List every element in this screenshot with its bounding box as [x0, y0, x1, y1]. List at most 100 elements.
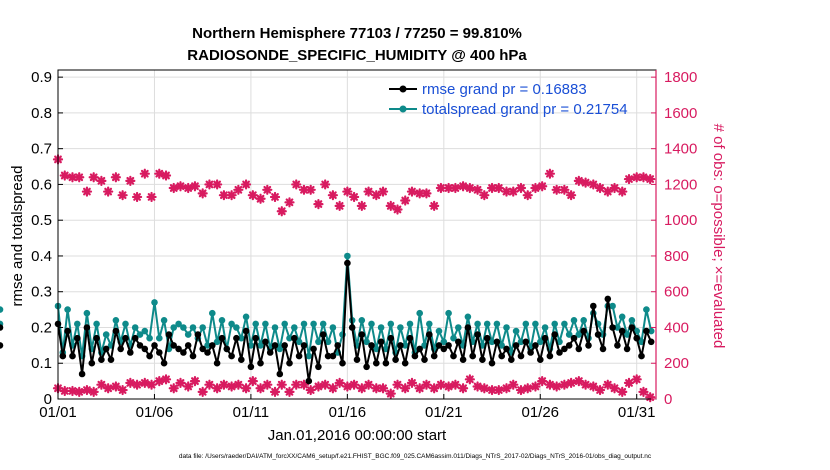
obs-possible-marker [588, 179, 599, 190]
obs-evaluated-marker [392, 379, 403, 390]
rmse-point [358, 331, 366, 338]
rmse-point [213, 359, 221, 367]
obs-possible-marker [385, 200, 396, 211]
x-tick-label: 01/01 [39, 404, 77, 421]
rmse-point [295, 352, 303, 360]
obs-evaluated-marker [103, 383, 114, 394]
obs-evaluated-marker [609, 383, 620, 394]
obs-evaluated-marker [175, 377, 186, 389]
y-right-tick-label: 1800 [664, 69, 697, 86]
obs-evaluated-marker [204, 379, 215, 390]
obs-possible-marker [400, 195, 411, 206]
totalspread-point [319, 320, 327, 328]
rmse-point [387, 334, 395, 342]
rmse-point [397, 342, 404, 349]
rmse-point [88, 359, 96, 367]
totalspread-point [209, 309, 216, 317]
rmse-point [363, 363, 370, 371]
totalspread-point [464, 313, 472, 321]
rmse-point [575, 345, 583, 353]
y-right-axis-label: # of obs: o=possible; ×=evaluated [710, 124, 727, 349]
obs-evaluated-marker [183, 381, 194, 392]
obs-possible-marker [363, 186, 374, 197]
rmse-point [565, 342, 573, 349]
obs-evaluated-marker [110, 381, 121, 392]
rmse-point [329, 352, 337, 360]
obs-possible-marker [508, 186, 519, 197]
totalspread-point [204, 342, 211, 349]
obs-possible-marker [154, 168, 165, 179]
obs-possible-marker [81, 186, 93, 197]
obs-possible-marker [450, 182, 461, 194]
totalspread-point [324, 338, 332, 346]
rmse-point [541, 334, 549, 342]
x-tick-label: 01/21 [425, 404, 463, 421]
obs-possible-marker [88, 172, 99, 183]
y-left-tick-label: 0.5 [31, 212, 52, 229]
obs-possible-marker [212, 179, 223, 190]
totalspread-point [503, 324, 510, 331]
totalspread-point [151, 299, 158, 306]
totalspread-point [517, 338, 525, 346]
rmse-point [266, 349, 274, 356]
rmse-point [339, 359, 346, 367]
rmse-point [257, 359, 264, 367]
y-left-tick-label: 0.8 [31, 105, 52, 122]
totalspread-point [450, 334, 457, 342]
obs-possible-marker [204, 179, 215, 190]
totalspread-point [614, 324, 621, 331]
obs-evaluated-marker [88, 386, 99, 397]
obs-possible-marker [74, 172, 85, 183]
obs-evaluated-marker [168, 383, 179, 394]
rmse-point [281, 342, 289, 349]
obs-evaluated-marker [96, 379, 107, 390]
obs-possible-marker [139, 168, 150, 179]
obs-possible-marker [631, 172, 642, 183]
obs-possible-marker [559, 184, 570, 195]
rmse-point [310, 345, 317, 353]
totalspread-point [74, 320, 81, 328]
obs-possible-marker [255, 193, 266, 204]
rmse-point [411, 352, 419, 360]
rmse-point [416, 345, 424, 353]
totalspread-point [281, 320, 289, 328]
obs-possible-marker [327, 190, 338, 201]
totalspread-point [305, 352, 313, 360]
obs-evaluated-marker [284, 386, 295, 397]
totalspread-point [199, 324, 206, 331]
totalspread-point [406, 320, 414, 328]
totalspread-point [276, 345, 284, 353]
x-tick-label: 01/06 [136, 404, 174, 421]
totalspread-point [300, 320, 308, 328]
rmse-point [117, 345, 124, 353]
rmse-point [551, 331, 558, 338]
rmse-point [455, 338, 462, 346]
rmse-point [127, 349, 134, 356]
rmse-point [170, 342, 177, 349]
rmse-point [0, 324, 4, 331]
rmse-point [512, 342, 520, 349]
totalspread-point [483, 320, 491, 328]
rmse-point [392, 356, 399, 364]
x-axis-label: Jan.01,2016 00:00:00 start [268, 427, 447, 444]
rmse-point [585, 342, 592, 349]
totalspread-point [401, 342, 409, 349]
totalspread-point [580, 317, 587, 324]
obs-possible-marker [356, 200, 367, 211]
obs-possible-marker [313, 199, 324, 210]
obs-possible-marker [175, 181, 186, 192]
rmse-point [112, 327, 120, 335]
totalspread-point [647, 327, 655, 335]
obs-possible-marker [233, 184, 244, 195]
x-tick-label: 01/26 [521, 404, 559, 421]
rmse-point [78, 370, 86, 378]
obs-evaluated-marker [59, 385, 70, 397]
rmse-point [647, 338, 655, 346]
totalspread-point [136, 331, 144, 338]
rmse-point [233, 334, 240, 342]
rmse-point [291, 334, 298, 342]
rmse-point [368, 342, 375, 349]
x-ticks: 01/01 01/06 01/11 01/16 01/21 01/26 01/31 [39, 394, 655, 421]
rmse-point [406, 334, 414, 342]
